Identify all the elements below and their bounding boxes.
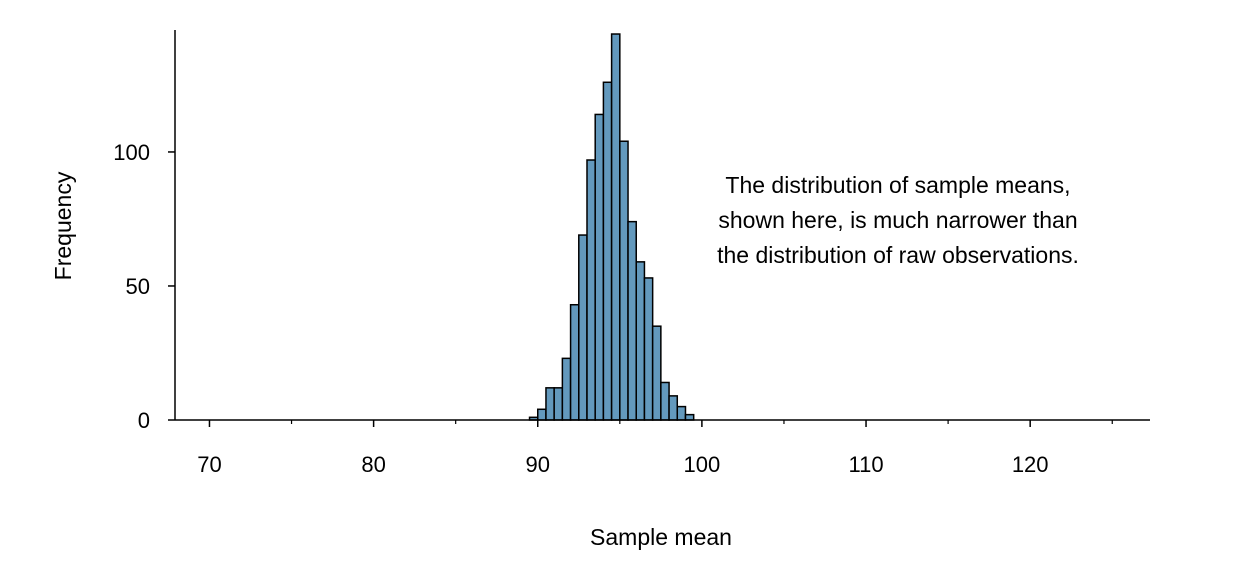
histogram-bar xyxy=(619,140,629,421)
y-tick-label: 100 xyxy=(113,140,150,165)
axes-group: 70 80 90 100 110 120 0 50 100 xyxy=(113,30,1150,477)
annotation-line-1: The distribution of sample means, xyxy=(725,172,1070,198)
histogram-bar xyxy=(635,261,646,421)
histogram-bar xyxy=(660,381,670,421)
x-tick-label: 90 xyxy=(526,452,550,477)
histogram-bar xyxy=(594,113,605,421)
x-axis-title: Sample mean xyxy=(590,524,732,550)
histogram-bar xyxy=(602,81,613,421)
histogram-bar xyxy=(553,387,564,421)
histogram-bar xyxy=(627,220,637,421)
histogram-bar xyxy=(668,395,679,421)
histogram-bar xyxy=(676,405,687,421)
histogram-bar xyxy=(684,413,695,421)
annotation-line-3: the distribution of raw observations. xyxy=(717,242,1079,268)
x-tick-label: 100 xyxy=(684,452,721,477)
y-axis-title: Frequency xyxy=(50,171,76,280)
histogram-bar xyxy=(545,387,555,421)
histogram-bar xyxy=(537,408,547,421)
histogram-bar xyxy=(586,159,596,421)
annotation: The distribution of sample means, shown … xyxy=(717,172,1079,268)
histogram-bar xyxy=(569,303,580,421)
histogram-bar xyxy=(578,234,588,421)
histogram-bar xyxy=(643,277,654,421)
x-tick-label: 70 xyxy=(197,452,221,477)
histogram-bar xyxy=(610,33,621,421)
y-tick-label: 50 xyxy=(126,274,150,299)
histogram-bar xyxy=(651,325,662,421)
y-tick-label: 0 xyxy=(138,408,150,433)
x-tick-label: 120 xyxy=(1012,452,1049,477)
bars-group xyxy=(528,33,695,421)
x-tick-label: 80 xyxy=(361,452,385,477)
histogram-bar xyxy=(561,357,572,421)
x-tick-label: 110 xyxy=(848,452,883,477)
annotation-line-2: shown here, is much narrower than xyxy=(718,207,1077,233)
